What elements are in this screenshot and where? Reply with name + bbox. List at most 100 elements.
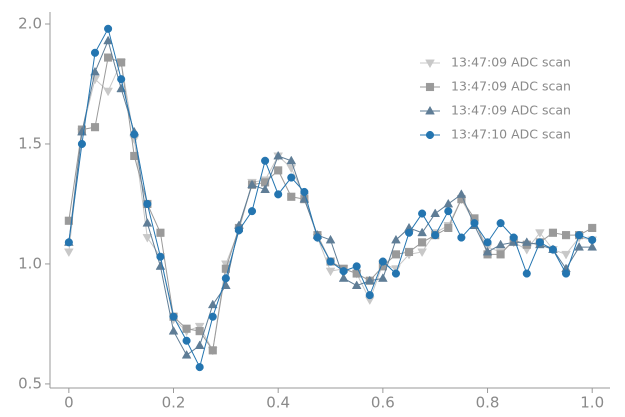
point [64, 238, 73, 247]
y-tick-label: 0.5 [18, 374, 42, 392]
point [588, 235, 597, 245]
point [208, 346, 217, 355]
point [221, 274, 230, 283]
point [482, 246, 493, 256]
point [496, 219, 505, 228]
point [339, 267, 348, 276]
point [313, 233, 322, 242]
point [548, 245, 558, 254]
point [483, 238, 492, 247]
point [352, 262, 361, 271]
x-tick-label: 1.0 [580, 394, 604, 412]
point [143, 199, 152, 209]
point [169, 312, 178, 321]
point [351, 280, 362, 289]
legend-marker [425, 130, 435, 140]
point [364, 275, 375, 285]
point [64, 216, 73, 225]
point [117, 75, 126, 84]
point [325, 267, 336, 277]
point [194, 322, 205, 332]
point [104, 24, 113, 33]
point [561, 231, 571, 240]
y-tick-label: 2.0 [18, 14, 42, 32]
legend-marker [425, 59, 435, 69]
x-tick-label: 0.8 [476, 394, 500, 412]
point [194, 340, 205, 349]
point [430, 208, 441, 218]
point [521, 237, 532, 246]
point [208, 312, 217, 321]
point [300, 187, 309, 197]
point [168, 326, 179, 335]
point [561, 269, 571, 278]
point [470, 219, 479, 228]
x-tick-label: 0.2 [162, 394, 186, 412]
point [417, 227, 427, 237]
point [418, 209, 427, 218]
point [443, 198, 454, 208]
point [391, 250, 400, 259]
point [457, 233, 466, 242]
point [456, 189, 467, 198]
point [260, 184, 270, 194]
legend-label: 13:47:09 ADC scan [451, 79, 571, 94]
x-tick-label: 0.6 [371, 394, 395, 412]
point [273, 150, 284, 160]
point [574, 242, 584, 251]
point [181, 350, 192, 359]
point [104, 53, 113, 62]
point [247, 207, 257, 216]
point [588, 223, 597, 233]
y-tick-label: 1.0 [18, 254, 42, 272]
point [575, 231, 584, 240]
point [274, 166, 283, 175]
point [338, 273, 349, 282]
series [64, 35, 598, 359]
y-tick-label: 1.5 [18, 134, 42, 152]
point [103, 87, 113, 97]
point [195, 327, 204, 336]
point [286, 155, 297, 165]
point [247, 179, 257, 189]
point [130, 130, 139, 139]
point [391, 234, 401, 244]
point [535, 238, 544, 247]
point [155, 261, 166, 270]
point [495, 239, 506, 249]
point [207, 299, 218, 309]
point [103, 35, 113, 45]
point [117, 58, 126, 67]
point [64, 248, 74, 258]
point [417, 248, 427, 258]
point [261, 156, 270, 165]
point [444, 223, 453, 233]
point [535, 229, 545, 238]
point [326, 257, 335, 266]
point [195, 363, 204, 372]
point [431, 231, 440, 240]
point [404, 247, 414, 256]
point [156, 228, 165, 237]
point [522, 269, 531, 278]
point [509, 233, 518, 242]
point [365, 291, 374, 300]
point [287, 173, 296, 182]
x-tick-label: 0.4 [266, 394, 290, 412]
point [156, 252, 165, 261]
point [234, 226, 243, 235]
point [444, 207, 453, 216]
legend-label: 13:47:10 ADC scan [451, 127, 571, 142]
x-tick-label: 0 [64, 394, 74, 412]
point [496, 250, 505, 259]
point [142, 234, 153, 243]
series [64, 24, 597, 372]
point [77, 139, 86, 149]
point [378, 257, 387, 266]
point [325, 234, 336, 244]
point [418, 238, 427, 247]
legend-marker [425, 105, 435, 115]
legend-label: 13:47:09 ADC scan [451, 103, 571, 118]
point [182, 324, 191, 333]
